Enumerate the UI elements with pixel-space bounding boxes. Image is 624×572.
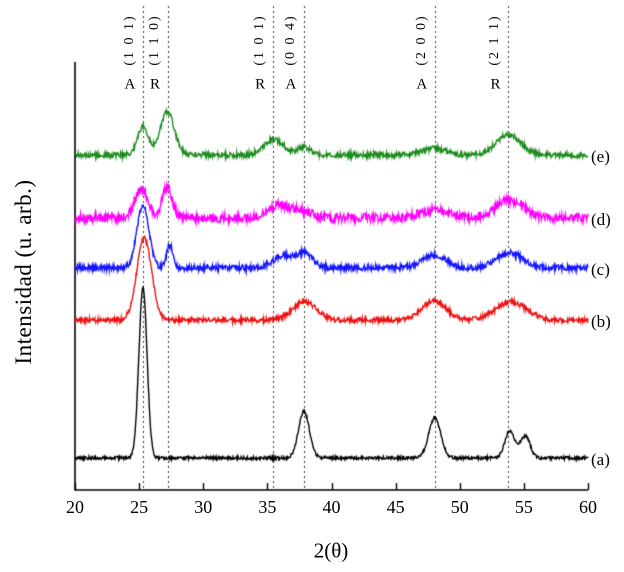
x-tick-label: 30 — [194, 497, 213, 517]
x-tick-label: 60 — [579, 497, 597, 517]
miller-index-label: (1 0 1) — [121, 14, 137, 66]
phase-letter: R — [490, 76, 501, 93]
series-label: (d) — [591, 210, 611, 230]
miller-index-label: (0 0 4) — [282, 14, 298, 66]
x-tick-label: 35 — [258, 497, 277, 517]
y-axis-label: Intensidad (u. arb.) — [11, 179, 36, 365]
phase-letter: R — [255, 76, 266, 93]
x-tick-label: 50 — [450, 497, 469, 517]
miller-index-label: (2 1 1) — [487, 14, 503, 66]
series-label: (a) — [591, 449, 610, 469]
phase-letter: A — [416, 76, 428, 93]
phase-letter: A — [124, 76, 136, 93]
phase-letter: A — [285, 76, 297, 93]
series-label: (e) — [591, 146, 610, 166]
phase-letter: R — [149, 76, 160, 93]
x-tick-label: 55 — [514, 497, 533, 517]
x-tick-label: 40 — [322, 497, 341, 517]
miller-index-label: (2 0 0) — [413, 14, 429, 66]
x-tick-label: 25 — [130, 497, 149, 517]
miller-index-label: (1 0 1) — [252, 14, 268, 66]
x-tick-label: 20 — [66, 497, 84, 517]
series-label: (c) — [591, 259, 610, 279]
x-tick-label: 45 — [386, 497, 405, 517]
series-label: (b) — [591, 312, 611, 332]
x-axis-label: 2(θ) — [313, 538, 349, 563]
miller-index-label: (1 1 0) — [146, 14, 162, 66]
